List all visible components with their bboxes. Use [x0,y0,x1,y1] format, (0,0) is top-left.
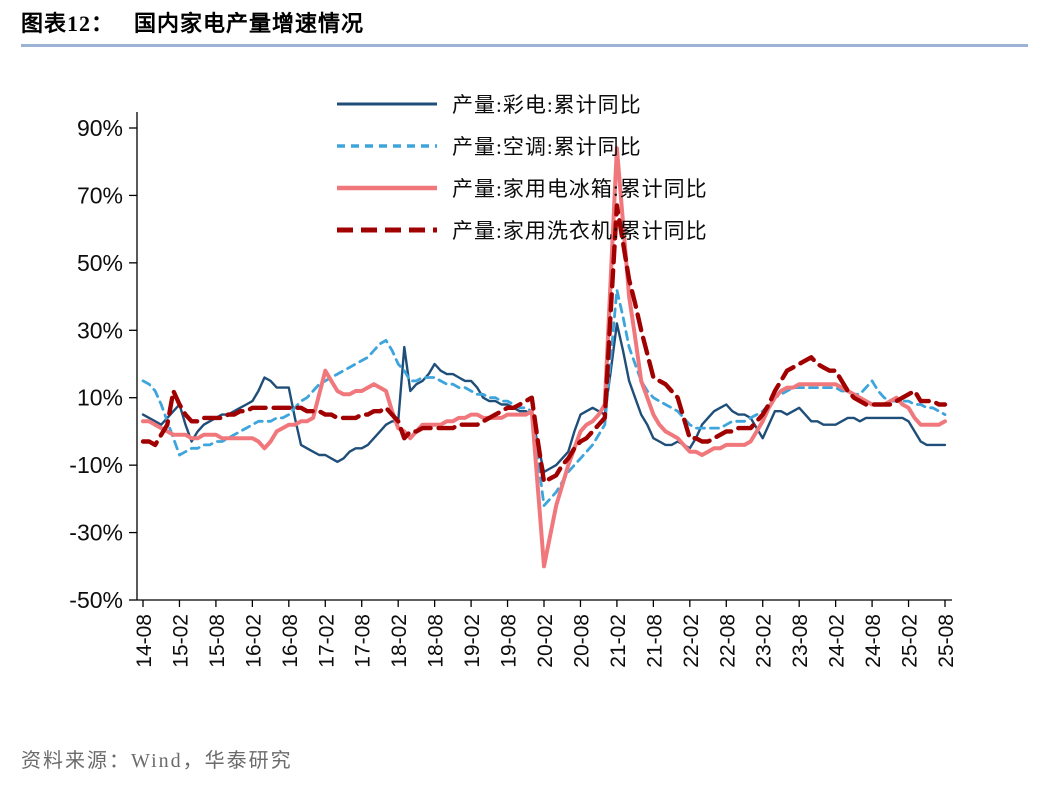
y-tick-label: 90% [77,115,123,141]
x-tick-label: 18-08 [425,614,448,668]
series-line-1 [141,288,947,508]
y-tick-label: -30% [69,520,123,546]
x-tick-label: 15-08 [206,614,229,668]
x-tick-label: 14-08 [133,614,156,668]
y-tick-label: -10% [69,452,123,478]
legend-label-3: 产量:家用洗衣机:累计同比 [452,219,708,243]
x-tick-label: 22-08 [716,614,739,668]
x-tick-label: 15-02 [169,614,192,668]
x-tick-label: 24-02 [826,614,849,668]
legend-label-1: 产量:空调:累计同比 [452,135,642,159]
x-axis-labels: 14-08 15-02 15-08 16-02 16-08 17-02 17-08 18-02… [133,600,958,668]
x-tick-label: 25-02 [899,614,922,668]
chart-title: 图表12： 国内家电产量增速情况 [21,6,1028,38]
x-tick-label: 21-02 [607,614,630,668]
x-tick-label: 25-08 [935,614,958,668]
chart-canvas: 90% 70% 50% 30% 10% -10% -30% -50% 14-08 15-02 15-… [69,93,958,668]
x-tick-label: 16-02 [242,614,265,668]
x-tick-label: 23-08 [789,614,812,668]
source-note: 资料来源：Wind，华泰研究 [21,750,293,772]
x-tick-label: 22-02 [680,614,703,668]
series-line-3 [140,203,948,485]
x-tick-label: 21-08 [643,614,666,668]
title-underline [21,44,1028,47]
y-axis-labels: 90% 70% 50% 30% 10% -10% -30% -50% [69,115,123,613]
y-tick-label: 10% [77,385,123,411]
y-tick-label: 30% [77,317,123,343]
series-line-2 [141,146,947,569]
y-tick-label: 50% [77,250,123,276]
x-tick-label: 19-08 [498,614,521,668]
x-tick-label: 20-02 [534,614,557,668]
x-tick-label: 17-08 [352,614,375,668]
y-tick-label: -50% [69,587,123,613]
legend-label-0: 产量:彩电:累计同比 [452,93,642,117]
x-tick-label: 24-08 [862,614,885,668]
chart-title-text: 国内家电产量增速情况 [134,11,365,36]
x-tick-label: 19-02 [461,614,484,668]
x-tick-label: 20-08 [570,614,593,668]
y-tick-label: 70% [77,182,123,208]
chart-number-label: 图表12： [21,11,115,36]
legend-label-2: 产量:家用电冰箱:累计同比 [452,177,708,201]
x-tick-label: 16-08 [279,614,302,668]
x-tick-label: 17-02 [315,614,338,668]
x-tick-label: 18-02 [388,614,411,668]
chart-legend: 产量:彩电:累计同比产量:空调:累计同比产量:家用电冰箱:累计同比产量:家用洗衣… [337,93,708,243]
x-tick-label: 23-02 [753,614,776,668]
chart-header: 图表12： 国内家电产量增速情况 [21,6,1028,38]
